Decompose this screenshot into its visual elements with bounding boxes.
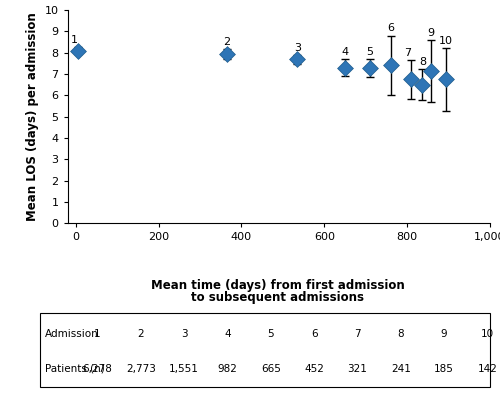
Text: 8: 8: [398, 329, 404, 339]
Text: 1: 1: [71, 35, 78, 45]
Text: 3: 3: [181, 329, 188, 339]
Text: 8: 8: [420, 57, 427, 67]
Text: Patients (n): Patients (n): [45, 363, 105, 373]
Text: 10: 10: [481, 329, 494, 339]
Text: 5: 5: [268, 329, 274, 339]
Text: 9: 9: [441, 329, 448, 339]
Text: 2,773: 2,773: [126, 363, 156, 373]
Point: [418, 81, 426, 88]
Point: [74, 47, 82, 54]
Text: 982: 982: [218, 363, 238, 373]
Text: Admission: Admission: [45, 329, 99, 339]
Point: [341, 64, 349, 71]
Text: 1: 1: [94, 329, 101, 339]
Text: Mean time (days) from first admission: Mean time (days) from first admission: [150, 279, 404, 292]
Point: [386, 62, 394, 69]
Text: 4: 4: [224, 329, 231, 339]
Text: to subsequent admissions: to subsequent admissions: [191, 291, 364, 304]
Text: 1,551: 1,551: [169, 363, 199, 373]
Point: [408, 76, 416, 83]
Text: 142: 142: [478, 363, 498, 373]
Text: 4: 4: [342, 47, 348, 57]
Text: 6,278: 6,278: [82, 363, 112, 373]
Text: 6: 6: [387, 24, 394, 34]
Text: 185: 185: [434, 363, 454, 373]
Text: 3: 3: [294, 43, 301, 53]
Text: 665: 665: [261, 363, 281, 373]
Text: 2: 2: [138, 329, 144, 339]
Point: [427, 67, 435, 74]
Text: 10: 10: [438, 36, 452, 45]
Text: 6: 6: [311, 329, 318, 339]
Point: [442, 76, 450, 83]
Text: 5: 5: [366, 47, 374, 57]
Text: 7: 7: [404, 47, 411, 57]
Text: 7: 7: [354, 329, 361, 339]
Text: 321: 321: [348, 363, 368, 373]
Point: [294, 56, 302, 62]
Text: 452: 452: [304, 363, 324, 373]
Text: 2: 2: [224, 37, 230, 47]
Point: [223, 51, 231, 57]
Text: 241: 241: [391, 363, 411, 373]
Text: 9: 9: [428, 28, 434, 38]
Y-axis label: Mean LOS (days) per admission: Mean LOS (days) per admission: [26, 12, 39, 221]
Point: [366, 64, 374, 71]
